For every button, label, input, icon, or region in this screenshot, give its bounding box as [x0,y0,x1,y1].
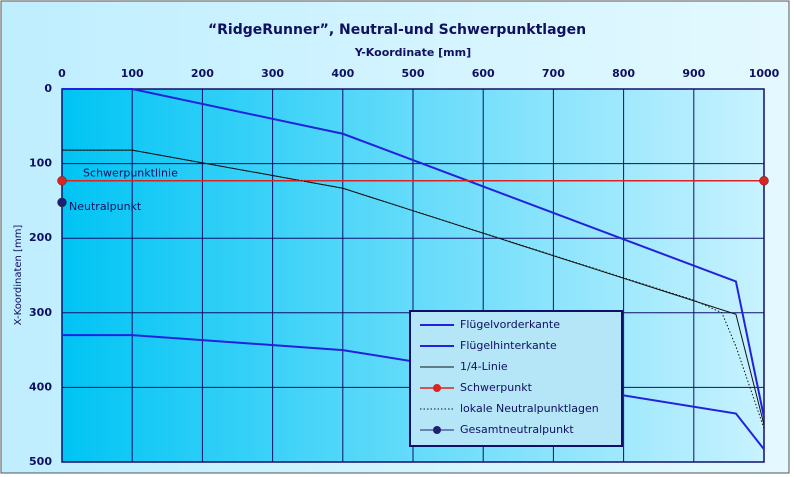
y-tick-label: 200 [29,231,52,244]
legend-label: 1/4-Linie [460,360,508,373]
chart-title: “RidgeRunner”, Neutral-und Schwerpunktla… [208,22,586,38]
legend-label: Flügelhinterkante [460,339,557,352]
y-tick-label: 500 [29,455,52,468]
y-tick-label: 300 [29,306,52,319]
x-tick-label: 100 [121,67,144,80]
x-tick-label: 300 [261,67,284,80]
legend-label: lokale Neutralpunktlagen [460,402,599,415]
point-marker [759,176,769,186]
annotation: Schwerpunktlinie [83,166,178,179]
series-line [62,334,765,450]
x-tick-label: 900 [682,67,705,80]
x-tick-label: 400 [331,67,354,80]
x-tick-label: 200 [191,67,214,80]
x-tick-label: 600 [472,67,495,80]
legend-marker [433,426,441,434]
x-tick-label: 1000 [749,67,780,80]
x-tick-label: 0 [58,67,66,80]
plot-border [61,88,765,463]
x-tick-label: 500 [402,67,425,80]
x-axis-label: Y-Koordinate [mm] [354,46,471,59]
point-marker [57,176,67,186]
y-tick-label: 100 [29,157,52,170]
legend-marker [433,384,441,392]
series-line [62,149,765,429]
x-tick-label: 700 [542,67,565,80]
y-tick-label: 400 [29,380,52,393]
x-tick-label: 800 [612,67,635,80]
series-line [62,88,765,418]
legend-label: Flügelvorderkante [460,318,560,331]
y-tick-label: 0 [44,82,52,95]
y-axis-label: X-Koordinaten [mm] [13,225,24,326]
legend-box [409,310,623,447]
legend-label: Schwerpunkt [460,381,533,394]
point-marker [57,197,67,208]
legend-label: Gesamtneutralpunkt [460,423,574,436]
annotation: Neutralpunkt [69,200,142,213]
